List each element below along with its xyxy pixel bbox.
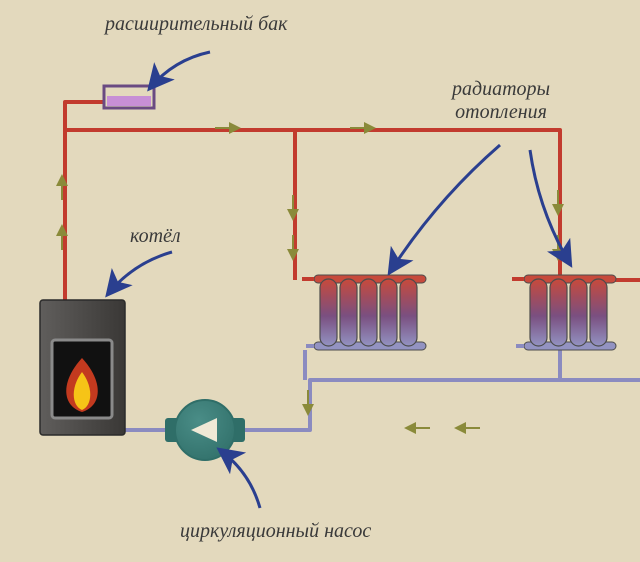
boiler bbox=[40, 300, 125, 435]
radiator bbox=[302, 275, 426, 350]
boiler-label: котёл bbox=[130, 225, 181, 248]
radiators-label: радиаторы отопления bbox=[452, 78, 550, 124]
expansion-tank-label: расширительный бак bbox=[105, 13, 288, 36]
pump-label: циркуляционный насос bbox=[180, 520, 371, 543]
